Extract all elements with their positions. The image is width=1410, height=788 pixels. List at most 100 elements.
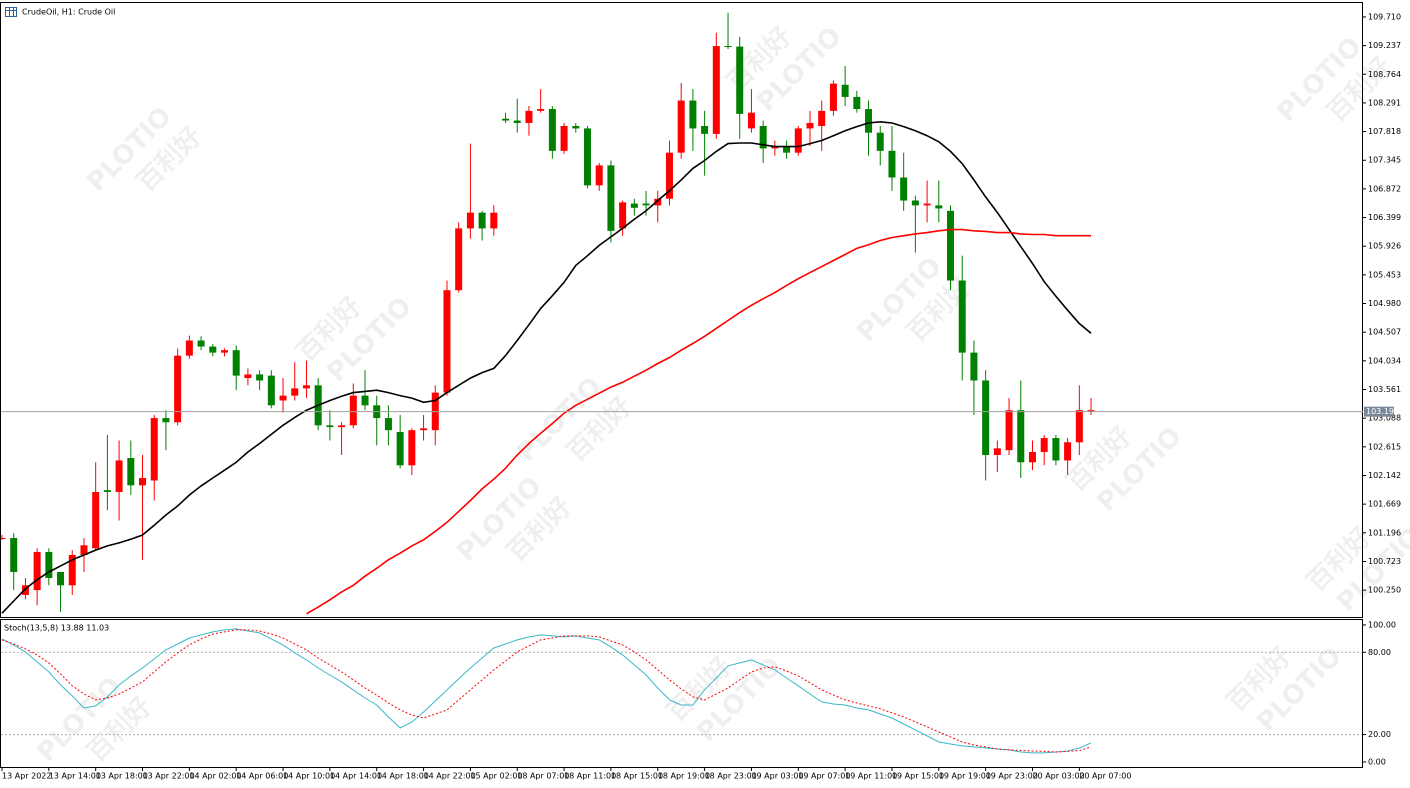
- indicator-line: [306, 228, 1091, 615]
- candle-body: [209, 346, 217, 353]
- y-tick-label: 103.088: [1368, 414, 1401, 423]
- candle-body: [982, 380, 990, 456]
- candle-body: [349, 395, 357, 426]
- y-tick-label: 100.723: [1368, 557, 1401, 566]
- x-tick-label: 14 Apr 22:00: [424, 772, 476, 781]
- candle-body: [1087, 410, 1095, 412]
- x-tick-label: 14 Apr 02:00: [189, 772, 241, 781]
- y-tick-label: 108.291: [1368, 98, 1401, 107]
- candle-body: [548, 109, 556, 151]
- candle-body: [607, 165, 615, 231]
- y-tick-label: 109.710: [1368, 12, 1401, 21]
- y-tick-label: 104.980: [1368, 299, 1401, 308]
- candle-body: [759, 126, 767, 149]
- y-tick-label: 101.669: [1368, 500, 1401, 509]
- candle-body: [256, 374, 264, 381]
- candle-body: [958, 280, 966, 353]
- y-tick-label: 109.237: [1368, 41, 1401, 50]
- y-tick-label: 101.196: [1368, 528, 1401, 537]
- chart-title: CrudeOil, H1: Crude Oil: [22, 8, 115, 17]
- candle-body: [595, 165, 603, 186]
- candle-body: [888, 150, 896, 178]
- x-tick-label: 14 Apr 06:00: [236, 772, 288, 781]
- candle-body: [911, 200, 919, 206]
- x-tick-label: 14 Apr 10:00: [283, 772, 335, 781]
- candle-body: [57, 571, 65, 586]
- candle-body: [232, 350, 240, 376]
- y-tick-label: 105.926: [1368, 242, 1401, 251]
- candle-body: [712, 46, 720, 134]
- candle-body: [970, 352, 978, 381]
- candle-body: [1005, 410, 1013, 451]
- candle-body: [267, 375, 275, 406]
- candle-body: [900, 177, 908, 201]
- x-tick-label: 19 Apr 23:00: [986, 772, 1038, 781]
- candle-body: [724, 46, 732, 48]
- x-tick-label: 18 Apr 19:00: [658, 772, 710, 781]
- candle-body: [806, 122, 814, 129]
- candle-body: [841, 84, 849, 97]
- candle-body: [923, 203, 931, 206]
- candle-body: [947, 210, 955, 281]
- y-tick-label: 103.561: [1368, 385, 1401, 394]
- candle-body: [478, 212, 486, 229]
- y-tick-label: 80.00: [1368, 648, 1391, 657]
- x-tick-label: 13 Apr 22:00: [143, 772, 195, 781]
- plot-area: [1, 628, 1362, 754]
- x-tick-label: 19 Apr 19:00: [939, 772, 991, 781]
- indicator-line: [1, 628, 1092, 754]
- x-tick-label: 19 Apr 15:00: [892, 772, 944, 781]
- candle-body: [139, 478, 147, 486]
- candle-body: [935, 205, 943, 209]
- candle-body: [279, 395, 287, 401]
- candle-body: [396, 431, 404, 466]
- x-tick-label: 19 Apr 07:00: [798, 772, 850, 781]
- y-tick-label: 104.507: [1368, 328, 1401, 337]
- indicator-line: [1, 629, 1092, 753]
- x-tick-label: 13 Apr 14:00: [49, 772, 101, 781]
- candle-body: [127, 458, 135, 486]
- candle-body: [584, 128, 591, 186]
- candle-body: [853, 96, 861, 110]
- y-tick-label: 107.345: [1368, 156, 1401, 165]
- indicator-line: [1, 120, 1092, 614]
- candle-body: [572, 126, 580, 129]
- candle-body: [103, 490, 111, 492]
- candle-body: [818, 110, 826, 126]
- candle-body: [302, 385, 310, 389]
- candle-body: [560, 126, 568, 151]
- x-tick-label: 14 Apr 18:00: [377, 772, 429, 781]
- candle-body: [455, 228, 463, 291]
- candle-body: [21, 585, 29, 595]
- candle-body: [185, 340, 193, 356]
- candle-body: [291, 388, 299, 396]
- candle-body: [443, 290, 451, 393]
- x-tick-label: 18 Apr 15:00: [611, 772, 663, 781]
- candle-body: [197, 340, 205, 347]
- candle-body: [1028, 451, 1036, 463]
- x-tick-label: 20 Apr 03:00: [1032, 772, 1084, 781]
- candle-body: [115, 460, 123, 492]
- y-tick-label: 20.00: [1368, 730, 1391, 739]
- candle-body: [150, 418, 158, 481]
- y-tick-label: 105.453: [1368, 270, 1401, 279]
- candle-body: [45, 551, 53, 579]
- candle-body: [865, 109, 873, 133]
- candle-body: [80, 545, 88, 555]
- y-tick-label: 100.00: [1368, 620, 1396, 629]
- current-price-box: [1364, 406, 1394, 417]
- y-tick-label: 100.250: [1368, 586, 1401, 595]
- y-tick-label: 107.818: [1368, 127, 1401, 136]
- current-price-label: 103.195: [1366, 407, 1399, 416]
- x-tick-label: 18 Apr 07:00: [517, 772, 569, 781]
- candle-body: [174, 355, 182, 423]
- candle-body: [361, 395, 369, 406]
- y-tick-label: 0.00: [1368, 757, 1386, 766]
- candle-body: [326, 425, 334, 428]
- candle-body: [513, 120, 521, 123]
- candle-body: [665, 152, 673, 199]
- candle-body: [1017, 410, 1025, 463]
- stoch-panel-frame: [0, 619, 1363, 768]
- x-tick-label: 18 Apr 23:00: [705, 772, 757, 781]
